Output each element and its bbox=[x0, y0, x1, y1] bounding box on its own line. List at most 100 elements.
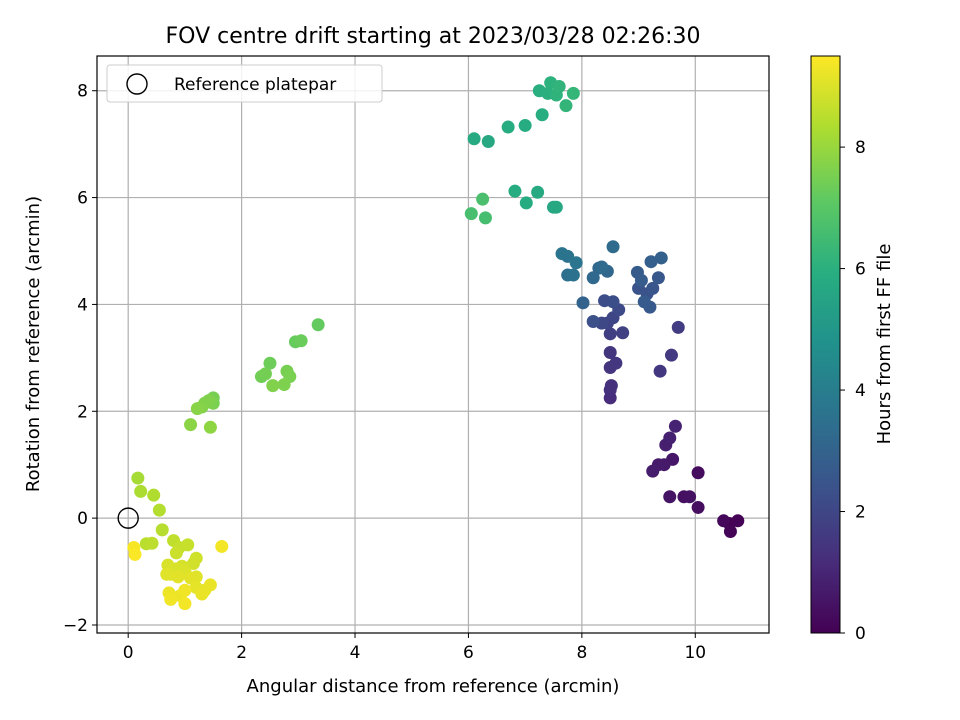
data-point bbox=[606, 240, 620, 254]
data-point bbox=[644, 255, 658, 269]
data-point bbox=[476, 192, 490, 206]
data-point bbox=[190, 402, 204, 416]
data-points bbox=[127, 76, 745, 611]
colorbar-tick-label: 0 bbox=[855, 624, 866, 644]
data-point bbox=[609, 356, 623, 370]
data-point bbox=[147, 488, 161, 502]
data-point bbox=[481, 134, 495, 148]
data-point bbox=[668, 419, 682, 433]
colorbar-tick-label: 6 bbox=[855, 260, 866, 280]
data-point bbox=[606, 295, 620, 309]
x-tick-label: 0 bbox=[123, 643, 134, 663]
data-point bbox=[566, 268, 580, 282]
y-tick-label: 0 bbox=[77, 509, 88, 529]
data-point bbox=[651, 271, 665, 285]
data-point bbox=[671, 320, 685, 334]
data-point bbox=[467, 132, 481, 146]
data-point bbox=[566, 86, 580, 100]
data-point bbox=[178, 583, 192, 597]
data-point bbox=[478, 211, 492, 225]
data-point bbox=[663, 490, 677, 504]
grid-lines bbox=[97, 56, 769, 633]
y-axis-label: Rotation from reference (arcmin) bbox=[23, 196, 44, 492]
x-tick-label: 10 bbox=[684, 643, 706, 663]
colorbar-tick-label: 2 bbox=[855, 503, 866, 523]
data-point bbox=[616, 326, 630, 340]
data-point bbox=[603, 346, 617, 360]
data-point bbox=[464, 207, 478, 221]
reference-platepar-marker bbox=[117, 507, 139, 529]
colorbar-tick-label: 8 bbox=[855, 138, 866, 158]
data-point bbox=[559, 99, 573, 113]
data-point bbox=[549, 200, 563, 214]
data-point bbox=[169, 546, 183, 560]
y-axis-ticks: −2 0 2 4 6 8 bbox=[63, 82, 97, 636]
data-point bbox=[519, 196, 533, 210]
data-point bbox=[145, 536, 159, 550]
data-point bbox=[531, 185, 545, 199]
data-point bbox=[160, 567, 174, 581]
plot-frame bbox=[96, 55, 770, 634]
y-tick-label: 8 bbox=[77, 82, 88, 102]
data-point bbox=[586, 271, 600, 285]
y-tick-label: 6 bbox=[77, 189, 88, 209]
data-point bbox=[277, 378, 291, 392]
chart-title: FOV centre drift starting at 2023/03/28 … bbox=[166, 24, 701, 49]
data-point bbox=[518, 118, 532, 132]
data-point bbox=[152, 503, 166, 517]
data-point bbox=[508, 184, 522, 198]
data-point bbox=[691, 500, 705, 514]
data-point bbox=[294, 334, 308, 348]
data-point bbox=[555, 247, 569, 261]
data-point bbox=[723, 524, 737, 538]
data-point bbox=[576, 296, 590, 310]
data-point bbox=[263, 356, 277, 370]
data-point bbox=[186, 557, 200, 571]
data-point bbox=[637, 295, 651, 309]
y-tick-label: 2 bbox=[77, 402, 88, 422]
colorbar-label: Hours from first FF file bbox=[874, 244, 895, 445]
legend-entry-reference-platepar: Reference platepar bbox=[174, 75, 336, 95]
data-point bbox=[266, 379, 280, 393]
data-point bbox=[184, 418, 198, 432]
x-tick-label: 4 bbox=[350, 643, 361, 663]
colorbar-ticks: 0 2 4 6 8 bbox=[840, 138, 866, 644]
data-point bbox=[646, 281, 660, 295]
data-point bbox=[717, 514, 731, 528]
x-tick-label: 2 bbox=[236, 643, 247, 663]
x-axis-label: Angular distance from reference (arcmin) bbox=[247, 676, 620, 697]
data-point bbox=[683, 490, 697, 504]
data-point bbox=[184, 571, 198, 585]
y-tick-label: −2 bbox=[63, 616, 88, 636]
data-point bbox=[134, 484, 148, 498]
data-point bbox=[501, 120, 515, 134]
data-point bbox=[634, 273, 648, 287]
data-point bbox=[646, 464, 660, 478]
data-point bbox=[691, 466, 705, 480]
data-point bbox=[178, 597, 192, 611]
data-point bbox=[653, 364, 667, 378]
data-point bbox=[569, 256, 583, 270]
data-point bbox=[535, 108, 549, 122]
data-point bbox=[155, 523, 169, 537]
data-point bbox=[128, 547, 142, 561]
legend: Reference platepar bbox=[106, 64, 383, 103]
data-point bbox=[731, 514, 745, 528]
data-point bbox=[654, 251, 668, 265]
data-point bbox=[258, 367, 272, 381]
x-tick-label: 8 bbox=[576, 643, 587, 663]
data-point bbox=[595, 260, 609, 274]
data-point bbox=[215, 539, 229, 553]
data-point bbox=[131, 471, 145, 485]
colorbar-tick-label: 4 bbox=[855, 381, 866, 401]
data-point bbox=[181, 538, 195, 552]
data-point bbox=[663, 431, 677, 445]
data-point bbox=[203, 578, 217, 592]
data-point bbox=[195, 587, 209, 601]
reference-marker-layer bbox=[117, 507, 139, 529]
data-point bbox=[164, 592, 178, 606]
legend-marker-icon bbox=[126, 73, 148, 95]
data-point bbox=[203, 420, 217, 434]
data-point bbox=[603, 327, 617, 341]
